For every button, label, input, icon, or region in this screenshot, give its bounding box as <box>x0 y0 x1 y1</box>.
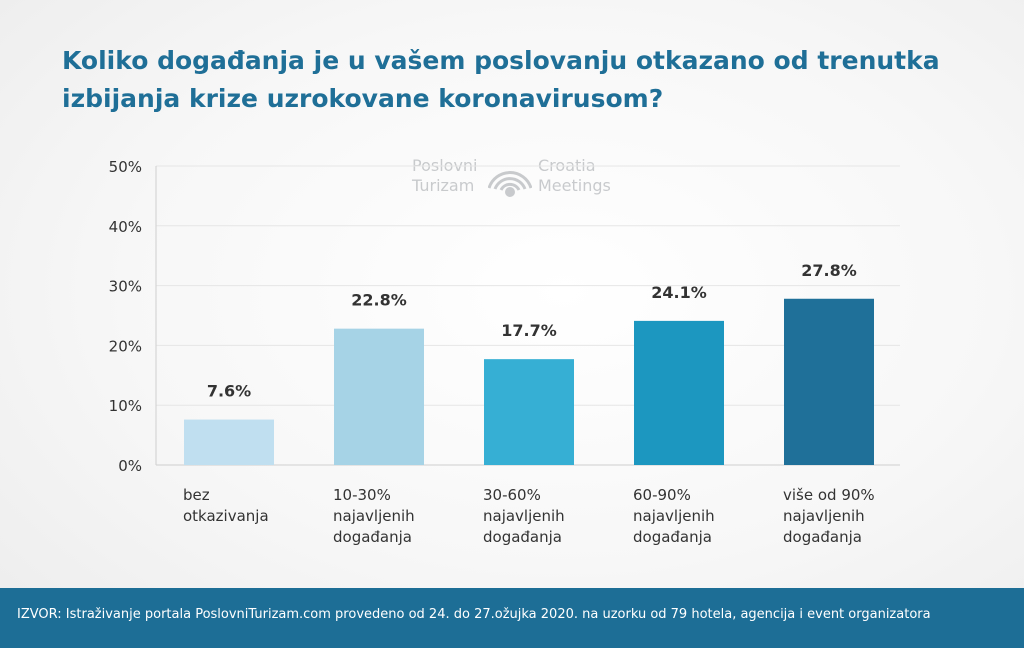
y-tick-label: 20% <box>109 337 142 355</box>
bar <box>484 359 574 465</box>
x-tick-label: bez <box>183 486 210 504</box>
y-tick-label: 50% <box>109 158 142 176</box>
watermark-logo: Poslovni Turizam Croatia Meetings <box>412 156 622 202</box>
bar <box>184 419 274 465</box>
bar <box>334 328 424 465</box>
y-tick-label: 40% <box>109 218 142 236</box>
footer-bar: IZVOR: Istraživanje portala PoslovniTuri… <box>0 588 1024 648</box>
chart-title: Koliko događanja je u vašem poslovanju o… <box>62 46 940 113</box>
bar <box>784 298 874 465</box>
y-tick-label: 0% <box>118 457 142 475</box>
x-tick-label: događanja <box>633 528 712 546</box>
x-tick-label: najavljenih <box>483 507 565 525</box>
y-tick-label: 10% <box>109 397 142 415</box>
x-tick-label: događanja <box>783 528 862 546</box>
x-tick-label: otkazivanja <box>183 507 269 525</box>
x-tick-label: najavljenih <box>783 507 865 525</box>
data-label: 22.8% <box>351 291 407 310</box>
x-tick-label: 10-30% <box>333 486 391 504</box>
data-label: 27.8% <box>801 261 857 280</box>
bar-chart: 0% 10% 20% 30% 40% 50% 7.6% bez otkazivanja 22.8%… <box>109 158 900 546</box>
x-tick-label: više od 90% <box>783 486 875 504</box>
x-tick-label: 30-60% <box>483 486 541 504</box>
x-tick-label: najavljenih <box>633 507 715 525</box>
watermark-text: Meetings <box>538 176 611 195</box>
y-tick-label: 30% <box>109 278 142 296</box>
data-label: 7.6% <box>207 382 251 401</box>
x-tick-label: događanja <box>483 528 562 546</box>
watermark-text: Turizam <box>412 176 475 195</box>
source-note: IZVOR: Istraživanje portala PoslovniTuri… <box>17 607 931 622</box>
x-tick-label: 60-90% <box>633 486 691 504</box>
data-label: 24.1% <box>651 283 707 302</box>
x-tick-label: najavljenih <box>333 507 415 525</box>
x-tick-label: događanja <box>333 528 412 546</box>
data-label: 17.7% <box>501 321 557 340</box>
bar <box>634 320 724 465</box>
signal-icon <box>488 171 532 197</box>
